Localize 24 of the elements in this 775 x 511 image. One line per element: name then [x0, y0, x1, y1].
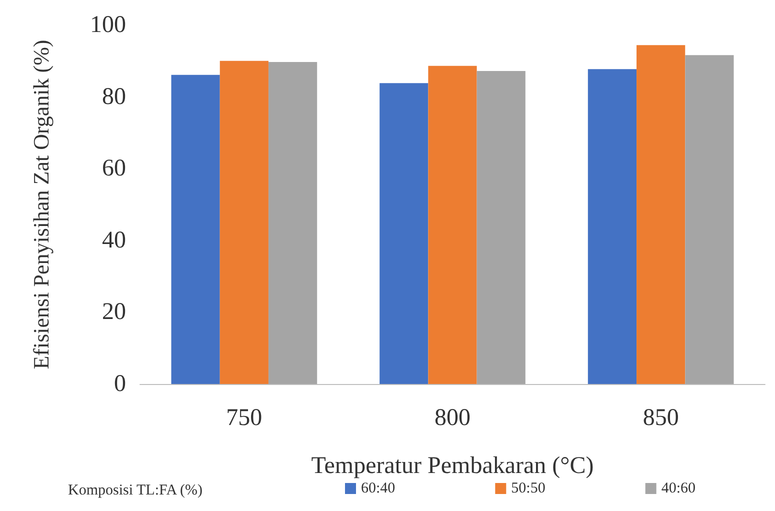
y-tick-label: 100	[90, 12, 126, 38]
bar	[380, 83, 428, 384]
y-tick-label: 80	[102, 84, 126, 110]
bar	[588, 69, 637, 384]
bar	[685, 55, 734, 384]
y-tick-label: 0	[114, 371, 126, 397]
y-tick-label: 40	[102, 227, 126, 254]
bar	[268, 62, 318, 384]
legend-title: Komposisi TL:FA (%)	[68, 482, 202, 498]
bar	[220, 60, 268, 384]
x-tick-label: 750	[226, 405, 262, 431]
bar	[428, 66, 477, 384]
bar	[636, 45, 686, 384]
legend-label: 40:60	[661, 480, 696, 496]
bar	[171, 74, 220, 384]
y-tick-label: 20	[102, 299, 126, 326]
x-axis-title: Temperatur Pembakaran (°C)	[311, 453, 594, 479]
y-tick-label: 60	[102, 156, 126, 182]
bar	[476, 70, 526, 384]
y-axis-title: Efisiensi Penyisihan Zat Organik (%)	[28, 40, 54, 370]
legend-label: 60:40	[361, 480, 396, 496]
x-tick-label: 850	[642, 405, 679, 431]
legend-label: 50:50	[511, 480, 546, 496]
x-tick-label: 800	[434, 405, 470, 431]
